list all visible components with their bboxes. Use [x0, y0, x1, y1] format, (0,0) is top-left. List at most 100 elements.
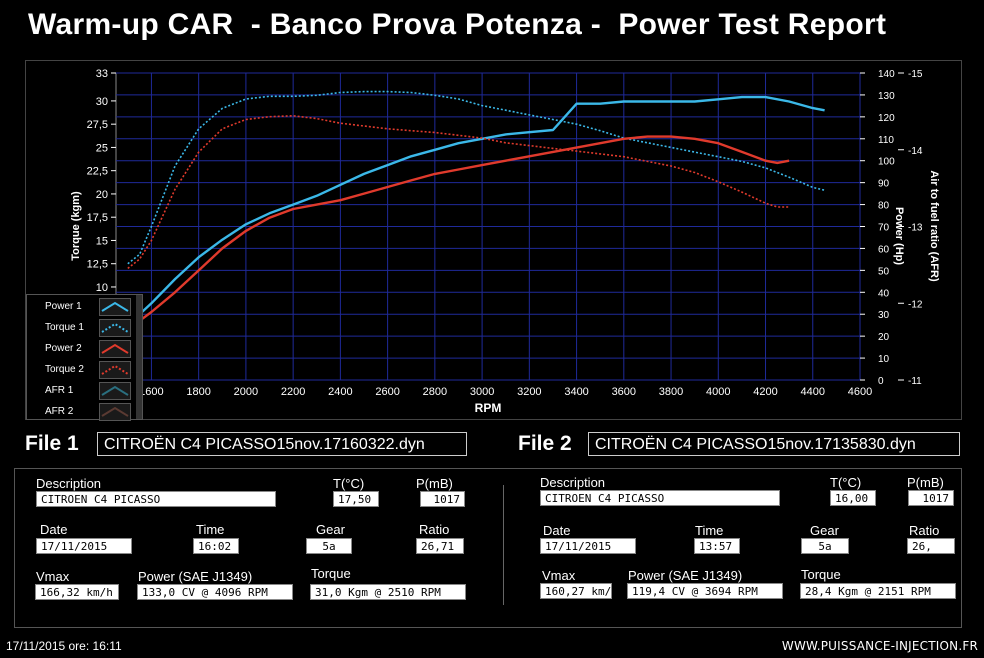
file2-torque-field: 28,4 Kgm @ 2151 RPM — [800, 583, 956, 599]
power-tick-label: 60 — [878, 244, 890, 255]
afr-tick-label: -12 — [908, 299, 923, 310]
legend-entry: AFR 1 — [27, 381, 142, 401]
x-tick-label: 2600 — [375, 386, 399, 398]
dyno-chart: 1600 1800 2000 2200 2400 2600 2800 3000 3200 3400… — [25, 60, 962, 421]
power-tick-label: 130 — [878, 91, 895, 102]
torque-tick-label: 30 — [96, 96, 108, 108]
file2-vmax-label: Vmax — [542, 568, 576, 583]
file2-date-label: Date — [543, 523, 571, 538]
panel-divider — [503, 485, 504, 605]
file1-temp-field: 17,50 — [333, 491, 379, 507]
file1-label: File 1 — [25, 432, 79, 455]
power-tick-label: 90 — [878, 179, 890, 190]
legend-label: AFR 1 — [45, 385, 74, 396]
torque-tick-label: 25 — [96, 142, 108, 154]
x-tick-label: 3000 — [470, 386, 494, 398]
series-line-torque-2 — [127, 114, 790, 270]
file2-pressure-label: P(mB) — [907, 475, 944, 490]
website-link[interactable]: WWW.PUISSANCE-INJECTION.FR — [781, 639, 978, 653]
power-tick-label: 70 — [878, 223, 890, 234]
x-tick-label: 1800 — [186, 386, 210, 398]
torque-tick-label: 17,5 — [87, 212, 108, 224]
file1-torque-field: 31,0 Kgm @ 2510 RPM — [310, 584, 466, 600]
power-tick-label: 50 — [878, 266, 890, 277]
file2-label: File 2 — [518, 432, 572, 455]
file2-date-field: 17/11/2015 — [540, 538, 636, 554]
chart-svg: 1600 1800 2000 2200 2400 2600 2800 3000 3200 3400… — [70, 68, 940, 415]
power-tick-label: 40 — [878, 288, 890, 299]
file1-filename-field[interactable]: CITROËN C4 PICASSO15nov.17160322.dyn — [97, 432, 467, 456]
legend-swatch — [99, 340, 131, 358]
file1-temp-label: T(°C) — [333, 476, 365, 491]
legend-scrollbar[interactable] — [136, 295, 142, 419]
torque-axis-title: Torque (kgm) — [70, 191, 82, 261]
legend-label: Power 1 — [45, 301, 82, 312]
power-tick-label: 80 — [878, 201, 890, 212]
series-line-power-2 — [127, 135, 790, 327]
x-tick-label: 4000 — [706, 386, 730, 398]
x-tick-label: 4600 — [848, 386, 872, 398]
file2-pressure-field: 1017 — [908, 490, 954, 506]
legend-entry: Power 2 — [27, 339, 142, 359]
legend-label: Torque 1 — [45, 322, 84, 333]
power-tick-label: 110 — [878, 135, 894, 146]
torque-tick-label: 22,5 — [87, 166, 108, 178]
file1-time-field: 16:02 — [193, 538, 239, 554]
file2-gear-label: Gear — [810, 523, 839, 538]
legend-label: AFR 2 — [45, 406, 74, 417]
power-tick-label: 120 — [878, 113, 895, 124]
x-tick-label: 3600 — [612, 386, 636, 398]
file2-time-field: 13:57 — [694, 538, 740, 554]
power-tick-label: 20 — [878, 332, 890, 343]
file2-filename-field[interactable]: CITROËN C4 PICASSO15nov.17135830.dyn — [588, 432, 960, 456]
torque-tick-label: 15 — [96, 235, 108, 247]
legend-entry: Torque 2 — [27, 360, 142, 380]
file2-torque-label: Torque — [801, 567, 841, 582]
file1-pressure-field: 1017 — [420, 491, 465, 507]
afr-tick-label: -15 — [908, 69, 923, 80]
power-tick-label: 0 — [878, 376, 884, 387]
file2-vmax-field: 160,27 km/ — [540, 583, 612, 599]
file1-pressure-label: P(mB) — [416, 476, 453, 491]
legend-swatch — [99, 298, 131, 316]
file1-gear-label: Gear — [316, 522, 345, 537]
file1-ratio-label: Ratio — [419, 522, 450, 537]
file1-vmax-field: 166,32 km/h — [35, 584, 119, 600]
file1-description-field: CITROEN C4 PICASSO — [36, 491, 276, 507]
chart-legend: Power 1 Torque 1 Power 2 Torque 2 AFR 1 AFR 2 — [26, 294, 143, 421]
file2-time-label: Time — [695, 523, 724, 538]
legend-label: Power 2 — [45, 343, 82, 354]
afr-tick-label: -13 — [908, 223, 923, 234]
afr-axis-title: Air to fuel ratio (AFR) — [928, 170, 940, 282]
x-tick-label: 3400 — [564, 386, 588, 398]
file2-temp-label: T(°C) — [830, 475, 862, 490]
file2-ratio-field: 26, — [907, 538, 955, 554]
afr-tick-label: -14 — [908, 146, 923, 157]
legend-entry: Torque 1 — [27, 318, 142, 338]
series-line-torque-1 — [127, 90, 825, 265]
x-tick-label: 3800 — [659, 386, 683, 398]
x-tick-label: 4200 — [753, 386, 777, 398]
file1-date-label: Date — [40, 522, 68, 537]
torque-tick-label: 10 — [96, 282, 108, 294]
file2-gear-field: 5a — [801, 538, 849, 554]
file1-ratio-field: 26,71 — [416, 538, 464, 554]
file2-ratio-label: Ratio — [909, 523, 940, 538]
legend-swatch — [99, 382, 131, 400]
page-title: Warm-up CAR - Banco Prova Potenza - Powe… — [28, 8, 887, 41]
file1-power-label: Power (SAE J1349) — [138, 569, 253, 584]
legend-entry: Power 1 — [27, 297, 142, 317]
file1-torque-label: Torque — [311, 566, 351, 581]
file1-description-label: Description — [36, 476, 102, 491]
x-tick-label: 2400 — [328, 386, 352, 398]
x-tick-label: 3200 — [517, 386, 541, 398]
file1-gear-field: 5a — [306, 538, 352, 554]
file1-power-field: 133,0 CV @ 4096 RPM — [137, 584, 293, 600]
torque-tick-label: 12,5 — [87, 259, 108, 271]
x-tick-label: 4400 — [801, 386, 825, 398]
afr-tick-label: -11 — [908, 376, 922, 387]
legend-swatch — [99, 319, 131, 337]
series-line-power-1 — [127, 95, 825, 320]
x-tick-label: 2800 — [423, 386, 447, 398]
file1-vmax-label: Vmax — [36, 569, 70, 584]
